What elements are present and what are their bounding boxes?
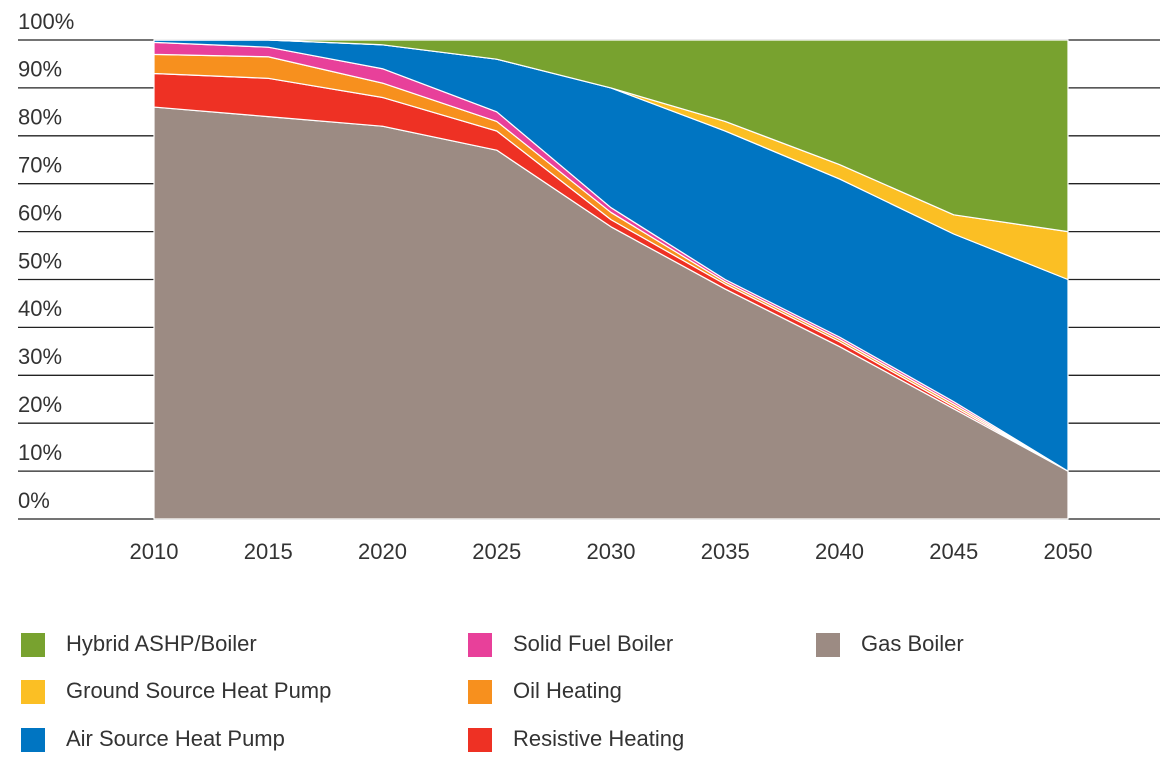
y-tick-label: 30% <box>18 344 62 369</box>
legend-label: Gas Boiler <box>861 631 964 656</box>
x-tick-label: 2035 <box>701 539 750 564</box>
legend-swatch <box>468 633 492 657</box>
legend-item: Solid Fuel Boiler <box>468 631 673 657</box>
y-tick-label: 100% <box>18 9 74 34</box>
x-tick-label: 2025 <box>472 539 521 564</box>
legend-label: Ground Source Heat Pump <box>66 678 331 703</box>
x-tick-label: 2045 <box>929 539 978 564</box>
legend-item: Oil Heating <box>468 678 622 704</box>
y-tick-label: 50% <box>18 248 62 273</box>
legend-item: Air Source Heat Pump <box>21 726 285 752</box>
legend-swatch <box>21 728 45 752</box>
legend-label: Solid Fuel Boiler <box>513 631 673 656</box>
legend-label: Hybrid ASHP/Boiler <box>66 631 257 656</box>
y-tick-label: 90% <box>18 57 62 82</box>
legend-label: Resistive Heating <box>513 726 684 751</box>
y-tick-label: 60% <box>18 200 62 225</box>
legend-swatch <box>468 728 492 752</box>
legend-label: Air Source Heat Pump <box>66 726 285 751</box>
legend-swatch <box>21 680 45 704</box>
legend-item: Ground Source Heat Pump <box>21 678 331 704</box>
x-tick-label: 2020 <box>358 539 407 564</box>
y-tick-label: 70% <box>18 153 62 178</box>
x-tick-label: 2015 <box>244 539 293 564</box>
y-tick-label: 80% <box>18 105 62 130</box>
y-tick-label: 10% <box>18 440 62 465</box>
y-tick-label: 0% <box>18 488 50 513</box>
x-tick-label: 2030 <box>587 539 636 564</box>
legend-swatch <box>816 633 840 657</box>
x-tick-label: 2040 <box>815 539 864 564</box>
legend-label: Oil Heating <box>513 678 622 703</box>
x-tick-label: 2050 <box>1044 539 1093 564</box>
legend-item: Gas Boiler <box>816 631 964 657</box>
y-tick-label: 20% <box>18 392 62 417</box>
legend-item: Resistive Heating <box>468 726 684 752</box>
y-tick-label: 40% <box>18 296 62 321</box>
x-tick-label: 2010 <box>130 539 179 564</box>
legend-swatch <box>468 680 492 704</box>
legend-swatch <box>21 633 45 657</box>
legend-item: Hybrid ASHP/Boiler <box>21 631 257 657</box>
area <box>153 39 1069 233</box>
